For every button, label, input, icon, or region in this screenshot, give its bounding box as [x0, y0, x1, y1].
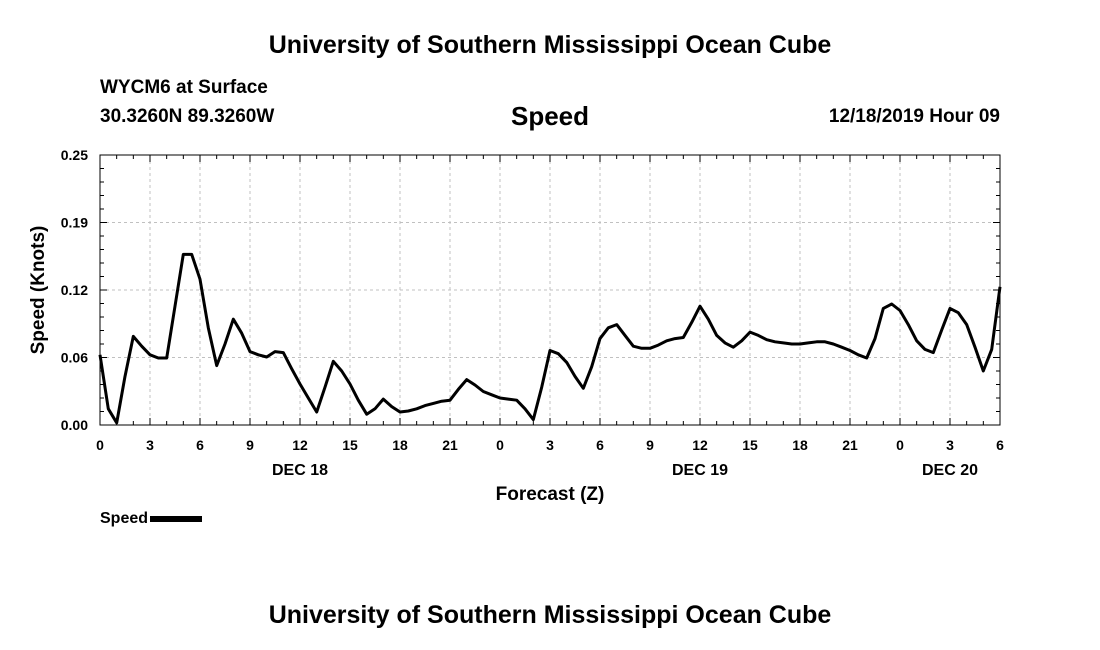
x-tick-label: 6: [596, 437, 604, 453]
x-tick-label: 0: [896, 437, 904, 453]
coordinates-label: 30.3260N 89.3260W: [100, 106, 275, 127]
legend: Speed: [100, 510, 203, 528]
day-label: DEC 19: [672, 462, 728, 479]
chart-title: Speed: [510, 101, 590, 131]
y-tick-label: 0.25: [61, 147, 88, 163]
x-tick-label: 9: [246, 437, 254, 453]
legend-label: Speed: [100, 510, 149, 527]
x-axis-title: Forecast (Z): [496, 484, 605, 505]
x-tick-label: 3: [946, 437, 954, 453]
x-tick-label: 12: [292, 437, 308, 453]
x-tick-label: 15: [742, 437, 758, 453]
x-tick-label: 0: [496, 437, 504, 453]
x-tick-label: 18: [792, 437, 808, 453]
y-tick-label: 0.06: [61, 350, 88, 366]
x-tick-label: 3: [146, 437, 154, 453]
day-label: DEC 18: [272, 462, 328, 479]
x-tick-label: 21: [842, 437, 858, 453]
main-title: University of Southern Mississippi Ocean…: [268, 31, 832, 59]
speed-series-line: [98, 252, 1002, 425]
x-tick-label: 0: [96, 437, 104, 453]
x-tick-label: 12: [692, 437, 708, 453]
x-tick-label: 3: [546, 437, 554, 453]
x-tick-label: 15: [342, 437, 358, 453]
x-tick-label: 18: [392, 437, 408, 453]
station-label: WYCM6 at Surface: [100, 77, 268, 98]
y-tick-label: 0.19: [61, 215, 88, 231]
x-tick-label: 6: [996, 437, 1004, 453]
x-tick-label: 21: [442, 437, 458, 453]
footer-title: University of Southern Mississippi Ocean…: [268, 601, 832, 629]
x-tick-label: 6: [196, 437, 204, 453]
legend-swatch: [150, 515, 203, 522]
datetime-label: 12/18/2019 Hour 09: [828, 106, 1000, 127]
y-axis-title: Speed (Knots): [28, 226, 49, 355]
y-tick-label: 0.12: [61, 282, 88, 298]
y-tick-label: 0.00: [61, 417, 88, 433]
x-tick-label: 9: [646, 437, 654, 453]
day-label: DEC 20: [922, 462, 978, 479]
